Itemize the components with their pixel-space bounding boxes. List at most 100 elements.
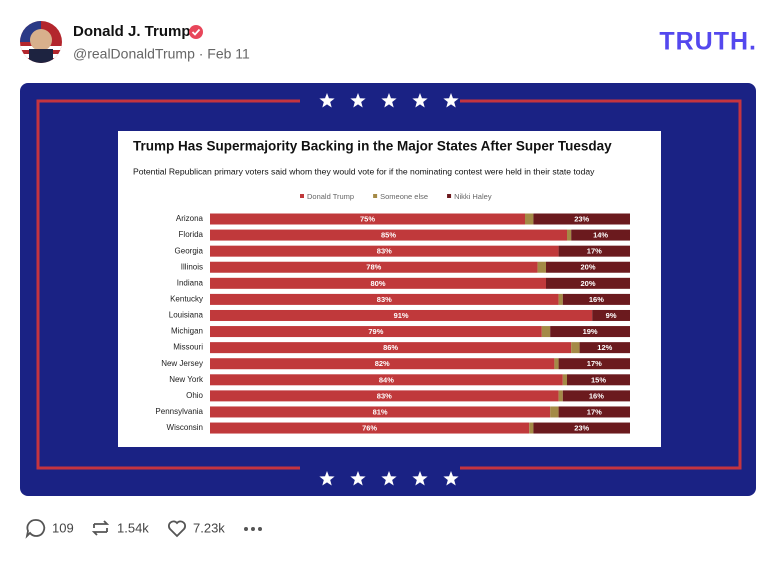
y-tick-label: Arizona	[176, 214, 204, 223]
bar-segment	[210, 293, 559, 305]
bar-segment	[529, 422, 534, 434]
bar-segment	[210, 358, 555, 370]
star	[381, 471, 397, 486]
data-label: 75%	[360, 214, 375, 223]
data-label: 14%	[593, 231, 608, 240]
data-label: 23%	[574, 214, 589, 223]
bar-segment	[571, 229, 630, 241]
repost-count[interactable]: 1.54k	[117, 520, 149, 535]
bar-segment	[567, 229, 572, 241]
data-label: 19%	[583, 327, 598, 336]
reply-count[interactable]: 109	[52, 520, 74, 535]
avatar[interactable]	[20, 21, 62, 63]
repost-icon[interactable]	[91, 520, 110, 536]
image-frame	[36, 99, 742, 470]
author-handle[interactable]: @realDonaldTrump · Feb 11	[73, 46, 250, 62]
y-tick-label: Indiana	[177, 278, 204, 287]
bar-segment	[541, 326, 551, 338]
y-tick-label: Florida	[179, 230, 204, 239]
y-tick-label: New Jersey	[161, 359, 203, 368]
bar-segment	[210, 326, 542, 338]
bar-segment	[210, 245, 559, 257]
y-tick-label: Ohio	[186, 391, 203, 400]
y-tick-label: New York	[169, 375, 204, 384]
bar-segment	[210, 406, 551, 418]
author-name[interactable]: Donald J. Trump	[73, 23, 191, 40]
action-icons	[25, 519, 186, 539]
y-tick-label: Kentucky	[170, 295, 203, 304]
data-label: 85%	[381, 231, 396, 240]
bar-segment	[546, 277, 630, 289]
y-tick-label: Pennsylvania	[155, 407, 203, 416]
stars	[319, 93, 459, 486]
data-label: 82%	[375, 359, 390, 368]
y-tick-label: Louisiana	[169, 311, 204, 320]
legend-label: Someone else	[380, 192, 428, 201]
like-count[interactable]: 7.23k	[193, 520, 225, 535]
bar-segment	[210, 229, 567, 241]
data-label: 17%	[587, 359, 602, 368]
bar-segment	[567, 374, 630, 386]
y-tick-label: Georgia	[175, 246, 204, 255]
star	[319, 471, 335, 486]
star	[443, 93, 459, 108]
data-label: 86%	[383, 343, 398, 352]
legend-swatch	[447, 194, 452, 198]
reply-icon[interactable]	[25, 519, 46, 539]
site-logo[interactable]: TRUTH.	[659, 28, 757, 56]
bar-segment	[554, 358, 559, 370]
bar-segment	[210, 309, 593, 321]
data-label: 17%	[587, 247, 602, 256]
bar-segment	[592, 309, 630, 321]
data-label: 16%	[589, 295, 604, 304]
data-label: 17%	[587, 407, 602, 416]
y-tick-label: Michigan	[171, 327, 203, 336]
data-label: 15%	[591, 375, 606, 384]
bar-segment	[546, 261, 630, 273]
star	[319, 93, 335, 108]
star	[350, 471, 366, 486]
chart-title: Trump Has Supermajority Backing in the M…	[133, 139, 612, 154]
bar-segment	[210, 213, 525, 225]
data-label: 76%	[362, 424, 377, 433]
data-label: 20%	[580, 263, 595, 272]
data-label: 83%	[377, 391, 392, 400]
bar-segment	[210, 390, 559, 402]
data-label: 78%	[366, 263, 381, 272]
chart-subtitle: Potential Republican primary voters said…	[133, 166, 595, 176]
bar-segment	[550, 406, 559, 418]
bar-segment	[579, 342, 630, 354]
legend-swatch	[300, 194, 304, 198]
data-label: 16%	[589, 391, 604, 400]
bar-segment	[533, 422, 630, 434]
bar-segment	[210, 261, 538, 273]
chart: Donald Trump Someone else Nikki Haley Arizo…	[155, 192, 630, 434]
y-tick-label: Wisconsin	[167, 423, 203, 432]
bar-segment	[558, 390, 563, 402]
data-label: 83%	[377, 295, 392, 304]
bar-segment	[562, 374, 567, 386]
bar-segment	[558, 358, 630, 370]
legend-label: Donald Trump	[307, 192, 354, 201]
like-icon[interactable]	[168, 520, 186, 538]
data-label: 81%	[373, 407, 388, 416]
data-label: 9%	[606, 311, 617, 320]
y-tick-label: Missouri	[173, 343, 203, 352]
legend-label: Nikki Haley	[454, 192, 492, 201]
star	[412, 93, 428, 108]
data-label: 83%	[377, 247, 392, 256]
data-label: 12%	[597, 343, 612, 352]
data-label: 79%	[368, 327, 383, 336]
data-label: 84%	[379, 375, 394, 384]
star	[381, 93, 397, 108]
verified-badge	[189, 25, 203, 39]
bar-segment	[210, 422, 530, 434]
bar-segment	[571, 342, 580, 354]
legend-swatch	[373, 194, 378, 198]
data-label: 80%	[370, 279, 385, 288]
star	[412, 471, 428, 486]
y-tick-label: Illinois	[181, 262, 203, 271]
more-menu[interactable]	[244, 527, 262, 531]
bar-segment	[210, 374, 563, 386]
